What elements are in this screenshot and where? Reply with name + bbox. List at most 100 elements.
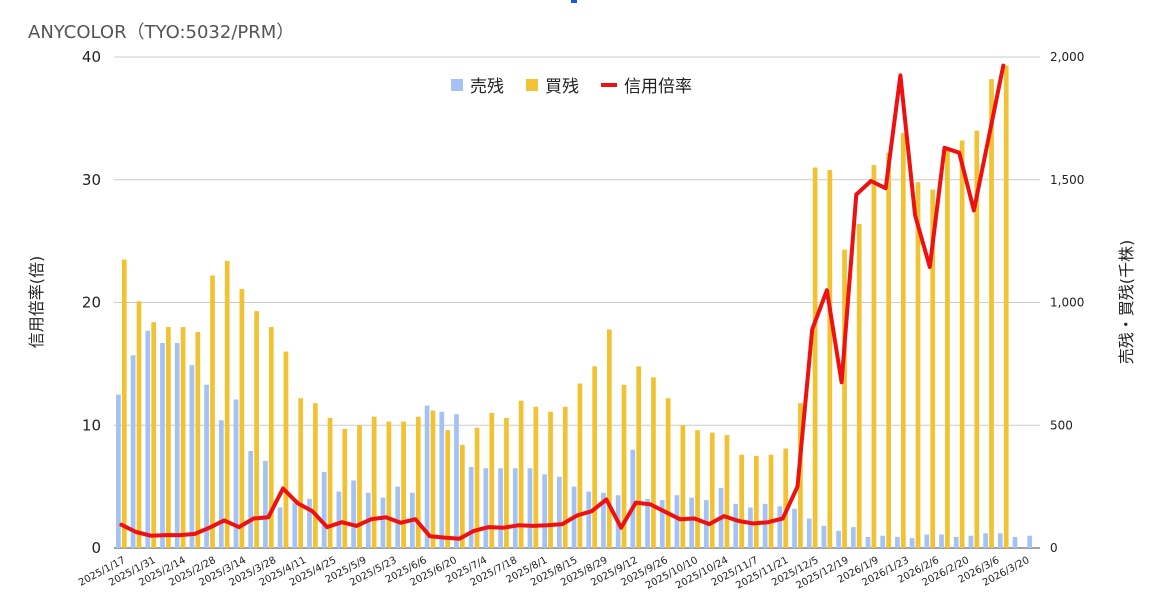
buy-bar: [239, 288, 245, 548]
sell-bar: [468, 466, 474, 548]
sell-bar: [777, 506, 783, 548]
right-axis-tick-label: 1,500: [1050, 173, 1084, 187]
sell-bar: [130, 355, 136, 548]
sell-bar: [556, 476, 562, 548]
right-axis-tick-label: 2,000: [1050, 50, 1084, 64]
top-accent-marker: [571, 0, 577, 3]
buy-bar: [254, 311, 259, 548]
sell-bar: [321, 471, 327, 548]
right-axis-ticks: 0 500 1,000 1,500 2,000: [1050, 50, 1084, 555]
buy-bar: [180, 327, 186, 548]
buy-bar: [1003, 65, 1009, 548]
gridlines: [114, 56, 1040, 549]
legend-swatch-sell: [451, 79, 463, 91]
buy-bar: [592, 366, 598, 548]
buy-bar: [121, 259, 127, 548]
left-axis-tick-label: 40: [82, 48, 101, 66]
buy-bar: [651, 377, 656, 548]
buy-bar: [327, 417, 333, 548]
buy-bar: [856, 223, 862, 548]
buy-bar: [783, 448, 789, 548]
sell-bar: [263, 460, 268, 548]
right-axis-tick-label: 1,000: [1050, 296, 1084, 310]
buy-bar: [342, 428, 348, 548]
buy-bar: [680, 425, 686, 548]
buy-bar: [768, 454, 774, 548]
buy-bar: [753, 455, 759, 548]
buy-bar: [386, 421, 392, 548]
sell-bar: [160, 343, 165, 548]
left-axis-tick-label: 30: [82, 171, 101, 189]
sell-bar: [865, 536, 871, 548]
sell-bar: [983, 533, 988, 548]
sell-bar: [674, 495, 680, 548]
buy-bar: [695, 430, 700, 548]
buy-bar: [268, 327, 274, 548]
sell-bar: [454, 414, 459, 548]
sell-bar: [439, 411, 445, 548]
sell-bar: [939, 534, 944, 548]
sell-bar: [689, 497, 694, 548]
sell-bar: [1027, 535, 1033, 548]
buy-bar: [945, 150, 950, 549]
sell-bar: [586, 491, 592, 548]
sell-bar: [351, 480, 356, 548]
buy-bar: [474, 427, 480, 548]
buy-balance-bars: [121, 65, 1009, 549]
buy-bar: [371, 416, 377, 548]
buy-bar: [724, 435, 730, 548]
sell-bar: [189, 365, 195, 548]
buy-bar: [900, 133, 906, 549]
right-axis-tick-label: 0: [1050, 541, 1058, 555]
sell-bar: [336, 491, 342, 548]
right-axis-title: 売残・買残(千株): [1117, 240, 1136, 365]
sell-bar: [380, 497, 386, 548]
left-axis-ticks: 0 10 20 30 40: [82, 48, 101, 557]
sell-bar: [1012, 536, 1018, 548]
sell-bar: [909, 538, 915, 548]
sell-bar: [821, 525, 827, 548]
buy-bar: [548, 411, 553, 548]
buy-bar: [842, 249, 847, 548]
buy-bar: [283, 351, 289, 548]
chart-title: ANYCOLOR（TYO:5032/PRM）: [28, 22, 295, 43]
buy-bar: [636, 366, 642, 548]
buy-bar: [606, 329, 612, 548]
buy-bar: [415, 416, 421, 548]
sell-bar: [748, 507, 753, 548]
right-axis-tick-label: 500: [1050, 418, 1073, 432]
sell-bar: [924, 534, 930, 548]
buy-bar: [151, 322, 157, 548]
buy-bar: [210, 275, 215, 548]
buy-bar: [445, 430, 451, 548]
buy-bar: [518, 400, 524, 548]
sell-bar: [601, 492, 606, 548]
buy-bar: [224, 260, 230, 548]
sell-bar: [174, 343, 180, 548]
sell-bar: [997, 533, 1003, 548]
buy-bar: [504, 417, 509, 548]
buy-bar: [313, 403, 318, 548]
legend: 売残 買残 信用倍率: [451, 77, 692, 97]
sell-bar: [542, 474, 548, 548]
buy-bar: [989, 79, 994, 548]
left-axis-tick-label: 0: [91, 539, 101, 557]
sell-bar: [395, 486, 401, 548]
sell-bar: [895, 536, 900, 548]
legend-label-sell: 売残: [470, 77, 504, 97]
buy-bar: [930, 189, 936, 548]
sell-bar: [527, 468, 533, 548]
buy-bar: [166, 327, 171, 548]
margin-ratio-line-group: [119, 63, 1006, 541]
sell-bar: [836, 530, 841, 548]
sell-bar: [424, 405, 430, 548]
buy-bar: [460, 444, 465, 548]
sell-bar: [204, 384, 209, 548]
buy-bar: [886, 152, 891, 548]
sell-bar: [292, 502, 298, 548]
buy-bar: [489, 412, 495, 548]
buy-bar: [665, 398, 671, 548]
buy-bar: [562, 406, 568, 548]
left-axis-tick-label: 20: [82, 294, 101, 312]
